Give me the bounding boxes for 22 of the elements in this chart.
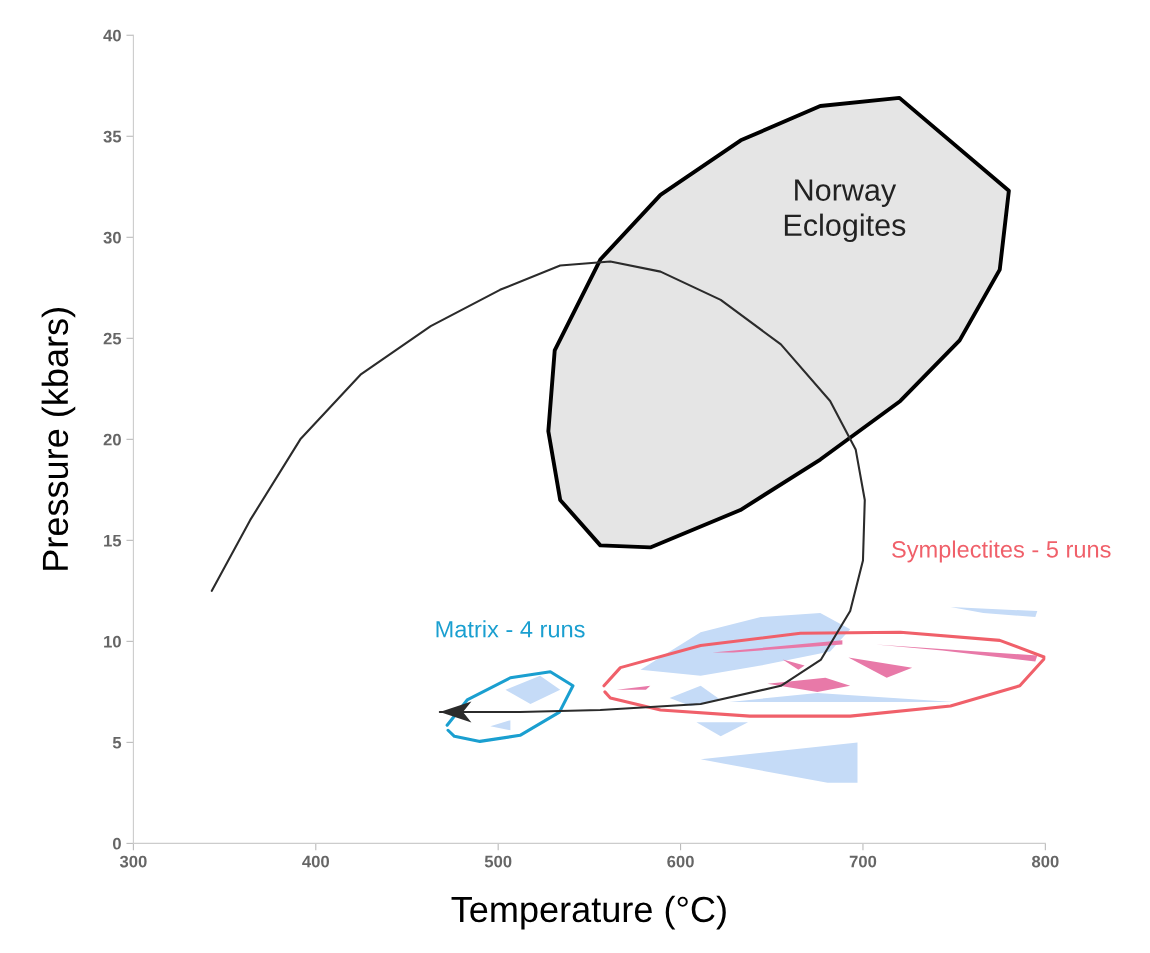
x-tick-label: 500 bbox=[484, 855, 512, 868]
y-tick-label: 5 bbox=[112, 736, 122, 749]
y-tick-label: 0 bbox=[112, 837, 121, 850]
x-tick-label: 800 bbox=[1031, 855, 1059, 868]
x-axis-title: Temperature (°C) bbox=[451, 895, 726, 930]
y-tick-label: 40 bbox=[103, 29, 121, 42]
x-tick-label: 300 bbox=[119, 855, 147, 868]
y-tick-label: 10 bbox=[104, 635, 121, 648]
y-tick-label: 20 bbox=[103, 433, 121, 446]
x-tick-label: 400 bbox=[302, 855, 330, 868]
y-tick-label: 30 bbox=[103, 231, 121, 244]
series-label: Norway Eclogites bbox=[784, 179, 906, 243]
y-tick-label: 35 bbox=[103, 130, 122, 143]
y-axis-title: Pressure (kbars) bbox=[41, 308, 76, 570]
text: Symplectites - 5 runs bbox=[892, 540, 1111, 563]
x-tick-label: 600 bbox=[667, 855, 694, 868]
y-tick-label: 15 bbox=[104, 534, 122, 547]
line-series bbox=[602, 630, 1046, 718]
x-tick-label: 700 bbox=[849, 855, 877, 868]
series-label: Matrix - 4 runs bbox=[436, 620, 585, 638]
line-series bbox=[445, 670, 575, 743]
y-tick-label: 25 bbox=[103, 332, 122, 345]
